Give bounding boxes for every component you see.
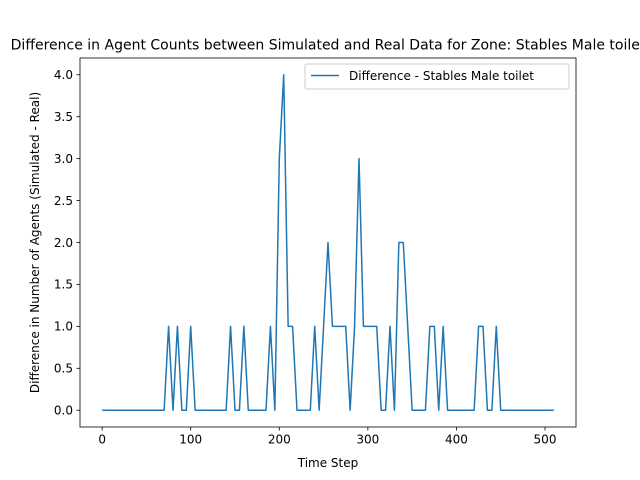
x-tick-label: 200 — [268, 433, 291, 447]
series-line-0 — [102, 74, 554, 411]
y-tick-label: 1.0 — [54, 320, 73, 334]
x-axis-label: Time Step — [297, 456, 359, 470]
y-tick-label: 0.5 — [54, 362, 73, 376]
legend: Difference - Stables Male toilet — [304, 63, 570, 90]
y-axis-label: Difference in Number of Agents (Simulate… — [28, 92, 42, 393]
ticks-layer: 0 100 200 300 400 500 0.0 0.5 1.0 1.5 2.0 2.5 3.0 3.5… — [54, 68, 557, 446]
legend-label: Difference - Stables Male toilet — [349, 69, 534, 83]
legend-box — [304, 63, 570, 90]
x-tick-label: 500 — [534, 433, 557, 447]
chart-title: Difference in Agent Counts between Simul… — [11, 38, 640, 54]
x-tick-label: 400 — [445, 433, 468, 447]
x-tick-label: 100 — [179, 433, 202, 447]
y-tick-label: 2.5 — [54, 194, 73, 208]
y-tick-label: 2.0 — [54, 236, 73, 250]
y-tick-label: 4.0 — [54, 68, 73, 82]
y-tick-label: 1.5 — [54, 278, 73, 292]
plot-layer — [102, 74, 554, 411]
x-tick-label: 0 — [98, 433, 106, 447]
y-tick-label: 3.5 — [54, 110, 73, 124]
y-tick-label: 0.0 — [54, 404, 73, 418]
x-tick-label: 300 — [356, 433, 379, 447]
y-tick-label: 3.0 — [54, 152, 73, 166]
